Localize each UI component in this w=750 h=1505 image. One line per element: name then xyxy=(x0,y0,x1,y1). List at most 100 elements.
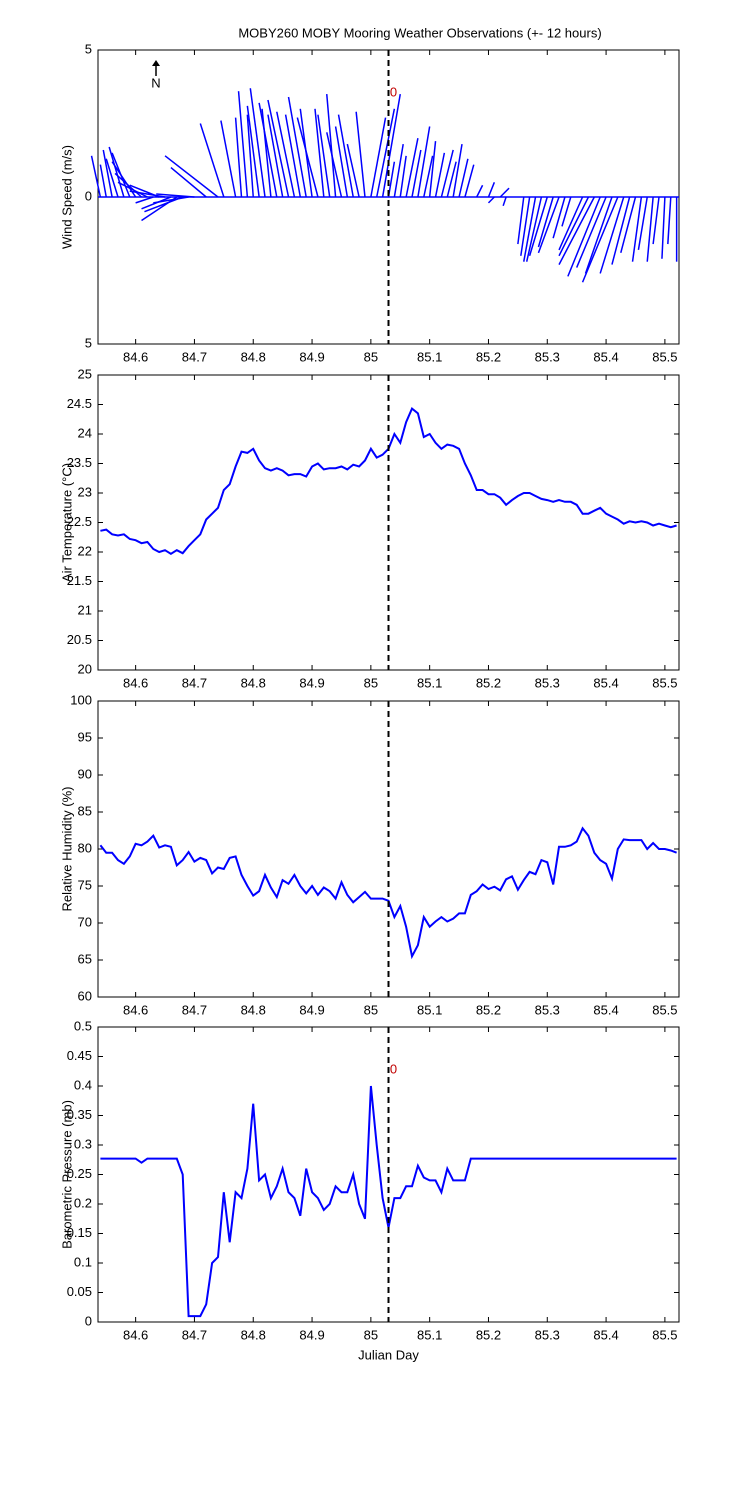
wind-stick xyxy=(334,126,349,198)
wind-stick xyxy=(164,155,219,198)
x-tick-label: 85.4 xyxy=(593,1327,618,1342)
wind-stick xyxy=(537,196,554,248)
y-tick-label: 85 xyxy=(78,803,92,818)
reference-label: 0 xyxy=(390,84,397,99)
wind-stick xyxy=(105,158,119,198)
wind-stick xyxy=(552,196,566,239)
wind-stick xyxy=(153,196,189,204)
wind-stick xyxy=(129,190,166,198)
y-tick-label: 100 xyxy=(70,692,92,707)
wind-stick xyxy=(434,152,446,198)
wind-stick xyxy=(464,164,475,198)
x-tick-label: 85.2 xyxy=(476,349,501,364)
x-tick-label: 85.2 xyxy=(476,1327,501,1342)
y-tick-label: 75 xyxy=(78,877,92,892)
wind-stick xyxy=(528,196,548,257)
y-tick-label: 23.5 xyxy=(67,455,92,470)
wind-stick xyxy=(376,108,396,198)
wind-stick xyxy=(405,138,419,198)
wind-stick xyxy=(399,155,407,198)
y-tick-label: 24 xyxy=(78,425,92,440)
x-tick-label: 85.2 xyxy=(476,1002,501,1017)
x-tick-label: 84.7 xyxy=(182,1002,207,1017)
wind-stick xyxy=(326,132,343,198)
wind-stick xyxy=(267,99,290,198)
wind-stick xyxy=(520,196,531,256)
x-tick-label: 84.7 xyxy=(182,1327,207,1342)
north-label: N xyxy=(151,75,160,90)
y-tick-label: 22 xyxy=(78,543,92,558)
wind-stick xyxy=(246,114,254,198)
wind-stick xyxy=(326,94,337,198)
wind-stick xyxy=(135,196,154,204)
wind-stick xyxy=(452,143,463,198)
x-tick-label: 84.6 xyxy=(123,1002,148,1017)
x-tick-label: 85.1 xyxy=(417,1002,442,1017)
wind-stick xyxy=(258,102,278,198)
wind-stick xyxy=(476,184,484,198)
wind-stick xyxy=(411,149,422,198)
wind-stick xyxy=(170,167,207,198)
x-tick-label: 85.1 xyxy=(417,1327,442,1342)
y-tick-label: 95 xyxy=(78,729,92,744)
y-tick-label: 65 xyxy=(78,951,92,966)
x-tick-label: 84.8 xyxy=(241,675,266,690)
wind-stick xyxy=(199,123,225,198)
wind-stick xyxy=(99,164,107,198)
wind-stick xyxy=(428,141,437,198)
y-axis-label: Wind Speed (m/s) xyxy=(59,145,74,249)
y-tick-label: 0.3 xyxy=(74,1136,92,1151)
y-tick-label: 0 xyxy=(85,188,92,203)
reference-label: 0 xyxy=(390,1061,397,1076)
wind-stick xyxy=(117,181,148,198)
y-tick-label: 80 xyxy=(78,840,92,855)
y-tick-label: 0.5 xyxy=(74,1018,92,1033)
x-tick-label: 84.9 xyxy=(299,1327,324,1342)
wind-stick xyxy=(108,146,125,198)
x-tick-label: 84.6 xyxy=(123,1327,148,1342)
wind-stick xyxy=(487,196,495,204)
wind-stick xyxy=(558,196,584,251)
x-tick-label: 84.7 xyxy=(182,349,207,364)
y-tick-label: 60 xyxy=(78,988,92,1003)
wind-stick xyxy=(575,196,607,268)
y-tick-label: 0.1 xyxy=(74,1254,92,1269)
y-tick-label: 0.2 xyxy=(74,1195,92,1210)
x-tick-label: 85.4 xyxy=(593,1002,618,1017)
x-tick-label: 85.2 xyxy=(476,675,501,690)
y-tick-label: 0.25 xyxy=(67,1166,92,1181)
x-tick-label: 85 xyxy=(364,1002,378,1017)
wind-stick xyxy=(584,196,613,274)
y-tick-label: 21.5 xyxy=(67,573,92,588)
x-tick-label: 84.6 xyxy=(123,675,148,690)
x-tick-label: 84.8 xyxy=(241,1327,266,1342)
x-tick-label: 85.1 xyxy=(417,349,442,364)
y-tick-label: 0.35 xyxy=(67,1107,92,1122)
wind-stick xyxy=(558,196,595,265)
x-axis-label: Julian Day xyxy=(358,1347,419,1362)
wind-stick xyxy=(337,114,354,198)
wind-stick xyxy=(276,111,296,198)
wind-stick xyxy=(446,161,457,198)
x-tick-label: 84.9 xyxy=(299,675,324,690)
data-line xyxy=(99,826,677,960)
wind-stick xyxy=(370,117,387,198)
y-tick-label: 20.5 xyxy=(67,632,92,647)
y-tick-label: 0.05 xyxy=(67,1284,92,1299)
wind-stick xyxy=(246,105,260,198)
wind-stick xyxy=(525,196,543,262)
x-tick-label: 85.1 xyxy=(417,675,442,690)
wind-stick xyxy=(393,143,404,198)
y-tick-label: 24.5 xyxy=(67,396,92,411)
wind-stick xyxy=(499,187,510,198)
y-axis-label: Air Temperature (°C) xyxy=(59,463,74,582)
y-tick-label: 5 xyxy=(85,335,92,350)
wind-stick xyxy=(558,196,590,257)
wind-stick xyxy=(620,196,637,254)
x-tick-label: 85.3 xyxy=(535,1002,560,1017)
wind-stick xyxy=(220,120,237,198)
wind-stick xyxy=(417,126,431,198)
wind-stick xyxy=(249,88,266,198)
y-tick-label: 0.45 xyxy=(67,1048,92,1063)
